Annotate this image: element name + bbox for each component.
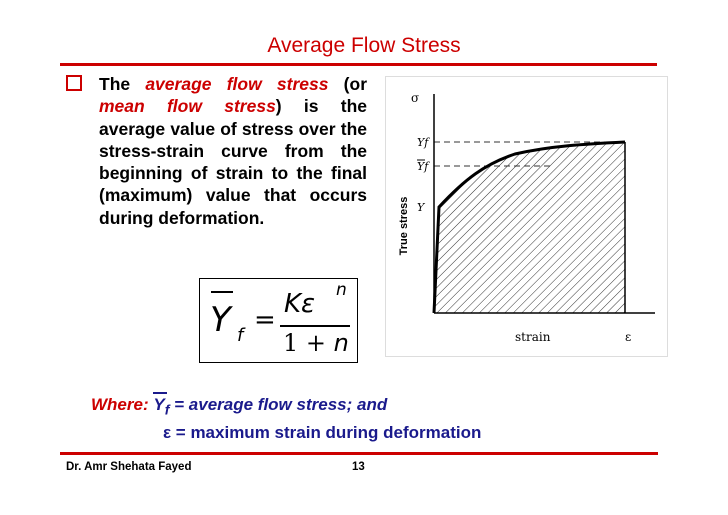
footer-page-number: 13: [352, 461, 365, 473]
slide-title: Average Flow Stress: [267, 34, 461, 57]
stress-strain-curve: [432, 140, 626, 314]
chart-frame: [385, 76, 668, 357]
term-mean-flow-stress: mean flow stress: [99, 96, 276, 117]
where-line: Where: Yf = average flow stress; and: [91, 391, 388, 419]
stress-strain-chart: σ ε True stress strain Yf Yf Y: [385, 76, 668, 357]
shaded-area: [434, 142, 625, 313]
formula-y-bar: [211, 291, 233, 293]
term-average-flow-stress: average flow stress: [145, 74, 329, 94]
label-y: Y: [417, 201, 426, 214]
epsilon-definition: ε = maximum strain during deformation: [163, 423, 482, 442]
formula-denominator: 1 + n: [283, 329, 349, 357]
y-axis-symbol: σ: [411, 91, 419, 105]
formula-subscript: f: [237, 325, 244, 346]
formula-numerator: Kε: [284, 289, 316, 319]
label-yf-bar: Yf: [417, 160, 430, 173]
bullet-icon: [66, 75, 82, 91]
formula-y: Y: [210, 300, 231, 340]
where-definition: = average flow stress; and: [169, 395, 388, 414]
where-label: Where:: [91, 395, 149, 414]
formula-fraction-bar: [280, 325, 350, 327]
title-underline: [60, 63, 657, 66]
y-axis-label: True stress: [398, 197, 410, 256]
para-prefix: The: [99, 74, 146, 94]
footer-rule: [60, 452, 658, 455]
para-suffix: ) is the average value of stress over th…: [99, 96, 367, 228]
footer-author: Dr. Amr Shehata Fayed: [66, 461, 192, 473]
label-yf: Yf: [417, 136, 430, 149]
para-mid: (or: [328, 74, 367, 94]
definition-paragraph: The average flow stress (or mean flow st…: [99, 73, 367, 229]
formula-equals: =: [254, 305, 276, 335]
x-axis-label: strain: [515, 330, 551, 344]
formula-exponent: n: [336, 280, 347, 300]
x-axis-symbol: ε: [625, 330, 631, 344]
formula-box: Y f = Kε n 1 + n: [199, 278, 358, 363]
where-symbol: Yf: [153, 391, 170, 419]
